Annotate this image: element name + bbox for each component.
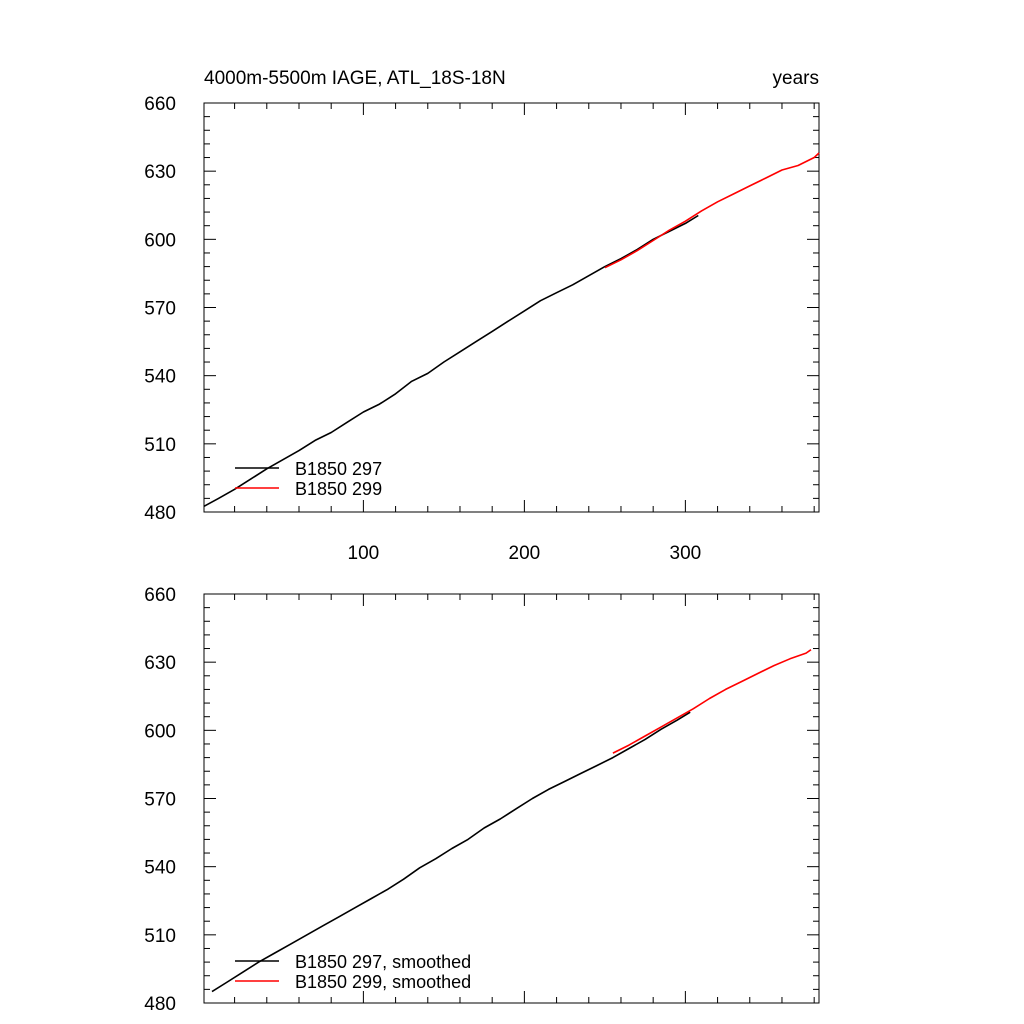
y-tick-label: 480	[144, 503, 176, 524]
y-tick-label: 630	[144, 162, 176, 183]
legend-label: B1850 299, smoothed	[295, 972, 471, 992]
series-line-b1850-297	[203, 214, 699, 508]
y-tick-label: 660	[144, 94, 176, 115]
series-line-b1850-299	[612, 649, 812, 754]
plot-frame	[203, 102, 820, 513]
y-tick-label: 570	[144, 790, 176, 811]
y-tick-label: 510	[144, 926, 176, 947]
y-tick-label: 480	[144, 994, 176, 1015]
y-tick-label: 630	[144, 653, 176, 674]
bottom-panel: 480 510 540 570 600 630 660 B1850 297, smoothed…	[144, 585, 820, 1015]
legend-label: B1850 297, smoothed	[295, 952, 471, 972]
y-tick-label: 510	[144, 435, 176, 456]
y-tick-label: 540	[144, 858, 176, 879]
series-line-b1850-299	[604, 152, 820, 269]
series-line-b1850-297	[211, 711, 691, 993]
x-tick-label: 200	[509, 543, 541, 564]
legend-label: B1850 299	[295, 479, 382, 499]
x-tick-label: 100	[348, 543, 380, 564]
legend-label: B1850 297	[295, 459, 382, 479]
x-tick-label: 300	[670, 543, 702, 564]
y-tick-label: 540	[144, 367, 176, 388]
y-tick-label: 660	[144, 585, 176, 606]
chart-title-left: 4000m-5500m IAGE, ATL_18S-18N	[204, 68, 506, 89]
y-tick-label: 600	[144, 230, 176, 251]
chart-title-right: years	[773, 68, 819, 89]
top-panel: 480 510 540 570 600 630 660 100 200 300 B1850 297B…	[144, 68, 820, 564]
y-tick-label: 570	[144, 299, 176, 320]
y-tick-label: 600	[144, 721, 176, 742]
